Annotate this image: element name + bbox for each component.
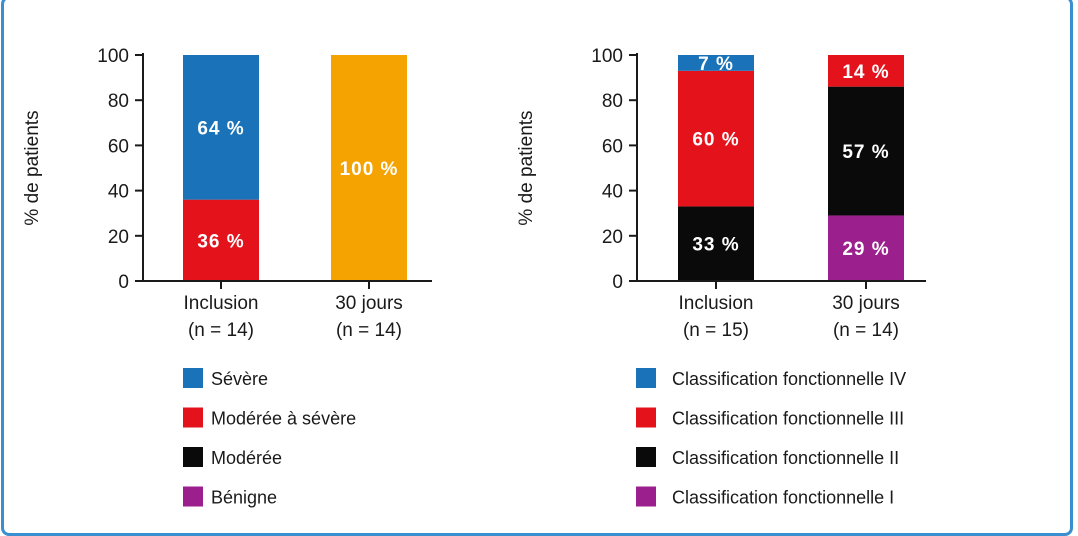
chart2-legend-swatch (636, 486, 656, 507)
chart2-x-category-sublabel: (n = 14) (833, 320, 899, 341)
chart2-bar-value-label: 29 % (842, 239, 889, 260)
chart2-legend-swatch (636, 407, 656, 428)
chart2-legend-label: Classification fonctionnelle I (672, 488, 894, 508)
chart1-bar-value-label: 64 % (197, 118, 244, 139)
chart2-x-category-label: Inclusion (679, 293, 754, 314)
clipped-heading-remnant (168, 0, 258, 2)
chart1-legend-label: Modérée (211, 448, 282, 468)
chart2-y-tick-label: 100 (591, 46, 623, 67)
chart2-legend-swatch (636, 447, 656, 467)
chart1-legend-swatch (183, 486, 203, 507)
chart1-bar-segment (183, 55, 259, 200)
chart2-bar-value-label: 33 % (692, 235, 739, 256)
chart1-y-tick-label: 60 (108, 136, 129, 157)
chart1-y-axis-title: % de patients (22, 110, 43, 225)
chart2-legend-label: Classification fonctionnelle IV (672, 369, 906, 389)
chart2-y-tick-label: 60 (602, 136, 623, 157)
chart1-bar-segment (183, 199, 259, 281)
chart2-y-tick-label: 20 (602, 227, 623, 248)
chart1-y-tick-label: 100 (97, 46, 129, 67)
chart1-y-tick-label: 40 (108, 182, 129, 203)
chart2-y-axis-title: % de patients (516, 110, 537, 225)
chart1-legend-swatch (183, 368, 203, 388)
chart2-x-category-label: 30 jours (832, 293, 900, 314)
chart2-bar-value-label: 7 % (698, 54, 734, 75)
chart2-y-tick-label: 0 (612, 272, 623, 293)
chart1-legend-swatch (183, 407, 203, 428)
chart1-legend-label: Bénigne (211, 488, 277, 508)
chart2-y-tick-label: 40 (602, 182, 623, 203)
chart2-bar-segment (828, 86, 904, 216)
chart2-x-category-sublabel: (n = 15) (683, 320, 749, 341)
chart2-bar-segment (678, 70, 754, 207)
chart2-bar-value-label: 60 % (692, 130, 739, 151)
chart2-legend-label: Classification fonctionnelle II (672, 448, 899, 468)
chart1-x-category-sublabel: (n = 14) (336, 320, 402, 341)
chart1-x-category-label: Inclusion (184, 293, 259, 314)
chart2-legend-swatch (636, 368, 656, 388)
chart2-bar-segment (678, 206, 754, 281)
chart2-bar-segment (828, 55, 904, 87)
chart2-bar-value-label: 14 % (842, 62, 889, 83)
chart1-legend-swatch (183, 447, 203, 467)
chart1-bar-value-label: 100 % (340, 159, 399, 180)
chart1-y-tick-label: 80 (108, 91, 129, 112)
chart2-bar-value-label: 57 % (842, 142, 889, 163)
chart1-legend-label: Sévère (211, 369, 268, 389)
chart1-x-category-label: 30 jours (335, 293, 403, 314)
chart1-bar-segment (331, 55, 407, 281)
chart1-y-tick-label: 0 (118, 272, 129, 293)
chart1-bar-value-label: 36 % (197, 231, 244, 252)
chart2-bar-segment (828, 215, 904, 281)
chart1-y-tick-label: 20 (108, 227, 129, 248)
chart1-legend-label: Modérée à sévère (211, 409, 356, 429)
chart2-y-tick-label: 80 (602, 91, 623, 112)
chart1-x-category-sublabel: (n = 14) (188, 320, 254, 341)
charts-canvas: 36 % 64 % 100 % 0 20 40 60 80 100 Inclusion (n = 1… (22, 0, 926, 508)
chart2-bar-segment (678, 55, 754, 71)
chart2-legend-label: Classification fonctionnelle III (672, 409, 904, 429)
